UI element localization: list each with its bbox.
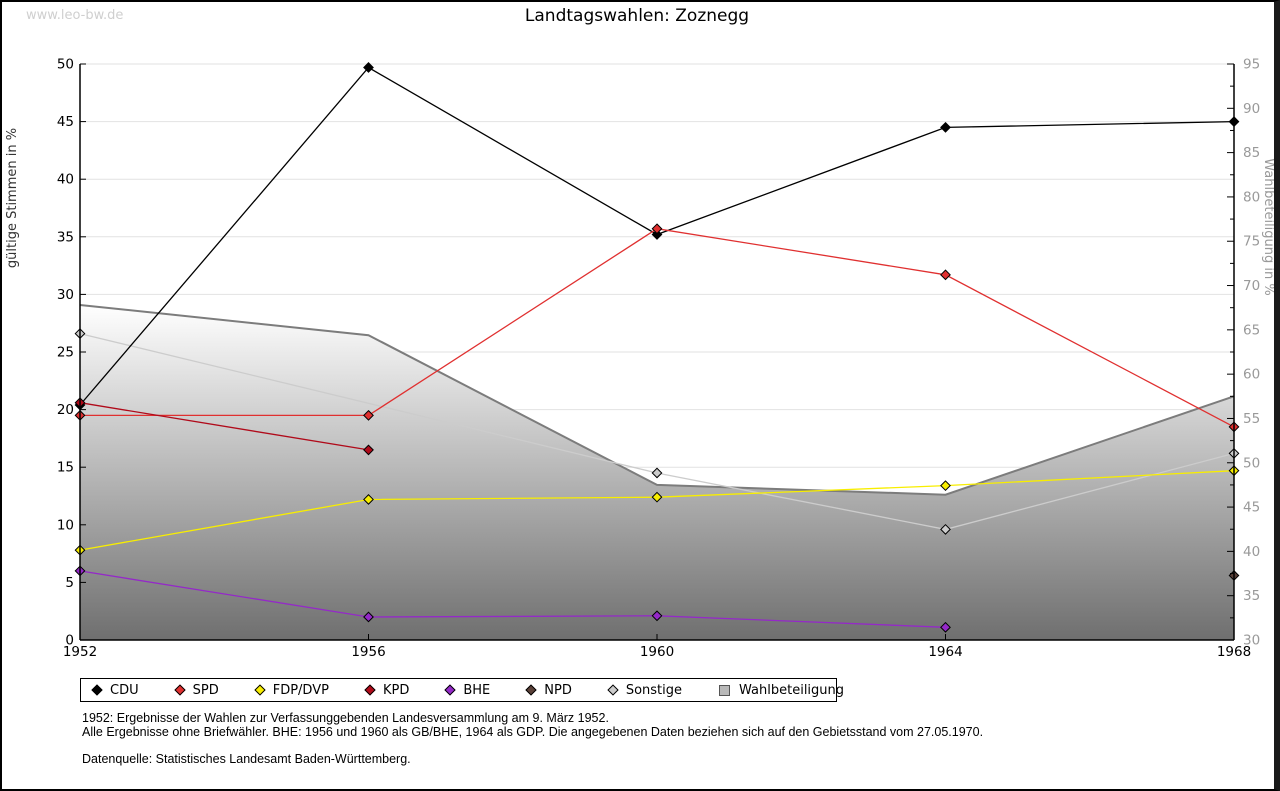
legend-item-spd: SPD <box>173 682 219 698</box>
svg-text:1964: 1964 <box>928 644 962 660</box>
legend-item-label: FDP/DVP <box>272 682 329 698</box>
svg-text:40: 40 <box>57 172 74 188</box>
svg-text:15: 15 <box>57 460 74 476</box>
svg-text:1956: 1956 <box>351 644 385 660</box>
svg-text:85: 85 <box>1243 145 1260 161</box>
legend-item-label: SPD <box>192 682 219 698</box>
svg-text:25: 25 <box>57 345 74 361</box>
turnout-area <box>80 305 1234 640</box>
svg-text:1968: 1968 <box>1217 644 1251 660</box>
svg-text:40: 40 <box>1243 544 1260 560</box>
svg-text:60: 60 <box>1243 367 1260 383</box>
legend-item-label: Sonstige <box>625 682 683 698</box>
watermark: www.leo-bw.de <box>26 8 124 23</box>
svg-text:65: 65 <box>1243 322 1260 338</box>
legend-diamond-icon <box>444 684 456 696</box>
legend-item-label: BHE <box>463 682 491 698</box>
legend-item-cdu: CDU <box>91 682 139 698</box>
svg-text:45: 45 <box>57 114 74 130</box>
legend-item-kpd: KPD <box>364 682 410 698</box>
data-source: Datenquelle: Statistisches Landesamt Bad… <box>82 752 411 766</box>
svg-text:35: 35 <box>1243 588 1260 604</box>
svg-text:75: 75 <box>1243 234 1260 250</box>
legend-item-label: CDU <box>110 682 139 698</box>
right-axis-title: Wahlbeteiligung in % <box>1261 158 1276 295</box>
svg-text:90: 90 <box>1243 101 1260 117</box>
svg-text:10: 10 <box>57 517 74 533</box>
legend-diamond-icon <box>173 684 186 696</box>
footnote-line-1: 1952: Ergebnisse der Wahlen zur Verfassu… <box>82 711 609 725</box>
legend-square-icon <box>719 684 731 696</box>
svg-text:20: 20 <box>57 402 74 418</box>
svg-text:30: 30 <box>57 287 74 303</box>
svg-text:1952: 1952 <box>63 644 97 660</box>
legend-item-wahlbeteiligung: Wahlbeteiligung <box>719 683 844 698</box>
svg-text:50: 50 <box>1243 455 1260 471</box>
svg-text:1960: 1960 <box>640 644 674 660</box>
svg-text:30: 30 <box>1243 633 1260 649</box>
legend-diamond-icon <box>364 684 376 696</box>
chart-legend: CDU SPD FDP/DVP KPD BHE NPD Sonstige Wahlbeteil… <box>80 678 844 702</box>
axes: 0 5 10 15 20 25 30 35 40 45 50 30 35 40 45 50 55 60 65 70 75… <box>57 57 1260 661</box>
left-axis-title: gültige Stimmen in % <box>5 128 20 268</box>
legend-item-bhe: BHE <box>444 682 491 698</box>
election-line-chart: 0 5 10 15 20 25 30 35 40 45 50 30 35 40 45 50 55 60 65 70 75… <box>5 57 1276 661</box>
legend-item-label: KPD <box>382 682 410 698</box>
legend-diamond-icon <box>254 684 266 696</box>
legend-diamond-icon <box>91 684 103 696</box>
legend-item-fdp-dvp: FDP/DVP <box>254 682 329 698</box>
footnotes-block: 1952: Ergebnisse der Wahlen zur Verfassu… <box>82 711 1232 766</box>
svg-text:80: 80 <box>1243 189 1260 205</box>
legend-diamond-icon <box>607 684 619 696</box>
svg-text:35: 35 <box>57 229 74 245</box>
svg-text:45: 45 <box>1243 500 1260 516</box>
turnout-area-edge <box>79 304 1235 496</box>
legend-item-label: Wahlbeteiligung <box>739 682 845 698</box>
legend-diamond-icon <box>525 684 537 696</box>
page-title: Landtagswahlen: Zoznegg <box>524 6 750 26</box>
svg-text:70: 70 <box>1243 278 1260 294</box>
svg-text:0: 0 <box>65 633 74 649</box>
legend-item-sonstige: Sonstige <box>607 682 683 698</box>
legend-item-npd: NPD <box>525 682 572 698</box>
svg-text:95: 95 <box>1243 57 1260 73</box>
svg-text:55: 55 <box>1243 411 1260 427</box>
svg-text:5: 5 <box>65 575 74 591</box>
footnote-line-2: Alle Ergebnisse ohne Briefwähler. BHE: 1… <box>82 725 984 739</box>
legend-item-label: NPD <box>544 682 572 698</box>
svg-text:50: 50 <box>57 57 74 73</box>
